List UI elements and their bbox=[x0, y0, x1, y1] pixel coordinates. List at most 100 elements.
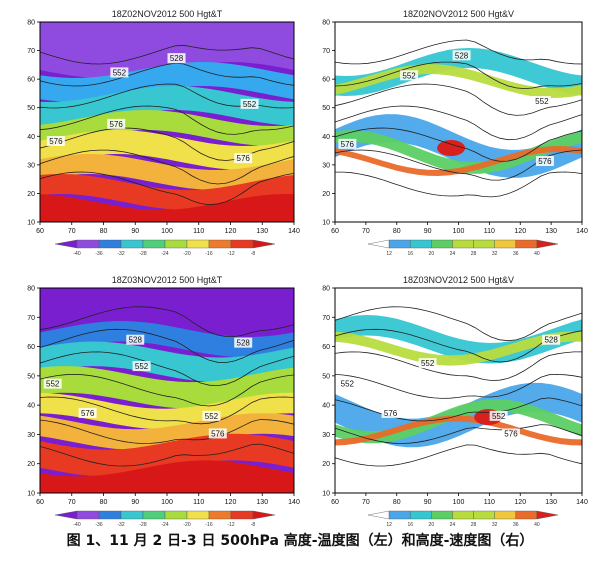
y-tick-label: 40 bbox=[27, 134, 35, 141]
x-tick-label: 100 bbox=[161, 499, 173, 506]
colorbar-segment bbox=[431, 239, 453, 249]
height-contour bbox=[40, 396, 294, 425]
contour-label: 552 bbox=[205, 412, 219, 421]
panel-title: 18Z02NOV2012 500 Hgt&T bbox=[112, 9, 223, 19]
x-tick-label: 90 bbox=[424, 228, 432, 235]
colorbar-tick-label: 12 bbox=[386, 251, 392, 257]
y-tick-label: 70 bbox=[322, 315, 330, 322]
colorbar-tick-label: 16 bbox=[407, 522, 413, 528]
contour-label-box bbox=[338, 138, 357, 149]
x-tick-label: 120 bbox=[225, 228, 237, 235]
field-layer bbox=[40, 288, 294, 493]
colorbar: 12 16 20 24 28 32 36 40 bbox=[367, 510, 559, 528]
colorbar-tick-label: 28 bbox=[471, 251, 477, 257]
contour-label: 528 bbox=[455, 51, 469, 60]
x-tick-label: 90 bbox=[424, 499, 432, 506]
panel-2: 528 552 552 576 576 18Z02NOV2012 500 Hgt&V 60 7… bbox=[322, 9, 588, 257]
colorbar-segment bbox=[98, 510, 122, 520]
x-tick-label: 80 bbox=[100, 499, 108, 506]
contour-label: 528 bbox=[129, 336, 143, 345]
y-tick-label: 40 bbox=[27, 403, 35, 410]
y-tick-label: 60 bbox=[27, 77, 35, 84]
contour-label: 528 bbox=[544, 336, 558, 345]
colorbar-tick-label: 32 bbox=[492, 251, 498, 257]
contour-label-box bbox=[126, 334, 145, 345]
x-tick-label: 70 bbox=[362, 499, 370, 506]
contour-label: 528 bbox=[237, 339, 251, 348]
contour-label-box bbox=[240, 98, 259, 109]
colorbar-segment bbox=[473, 510, 495, 520]
wind-band bbox=[335, 130, 582, 174]
colorbar-tick-label: 36 bbox=[513, 522, 519, 528]
colorbar-tick-label: 20 bbox=[429, 251, 435, 257]
x-tick-label: 90 bbox=[131, 228, 139, 235]
y-tick-label: 60 bbox=[322, 77, 330, 84]
height-contour bbox=[335, 61, 582, 90]
colorbar-segment bbox=[186, 510, 210, 520]
colorbar-segment bbox=[494, 239, 516, 249]
height-contour bbox=[40, 105, 294, 135]
contour-label: 552 bbox=[402, 71, 416, 80]
contour-label: 576 bbox=[49, 137, 63, 146]
contour-layer bbox=[40, 306, 294, 467]
colorbar-segment bbox=[54, 510, 78, 520]
contour-label-box bbox=[202, 410, 221, 421]
colorbar-tick-label: -24 bbox=[161, 251, 168, 257]
contour-label-box bbox=[400, 70, 419, 81]
y-tick-label: 80 bbox=[27, 286, 35, 293]
panel-1: 528 552 552 576 576 576 18Z02NOV2012 500 Hgt&T… bbox=[27, 9, 300, 257]
wind-maximum bbox=[437, 140, 466, 156]
x-tick-label: 60 bbox=[331, 499, 339, 506]
panel-title: 18Z03NOV2012 500 Hgt&T bbox=[112, 275, 223, 285]
colorbar-tick-label: -32 bbox=[117, 522, 124, 528]
height-contour bbox=[335, 171, 582, 198]
contour-label: 552 bbox=[421, 359, 435, 368]
contour-label: 552 bbox=[113, 68, 127, 77]
wind-band bbox=[335, 48, 582, 96]
height-contour bbox=[335, 39, 582, 65]
temperature-band bbox=[40, 433, 294, 477]
y-tick-label: 20 bbox=[322, 191, 330, 198]
y-tick-label: 80 bbox=[27, 20, 35, 27]
colorbar-segment bbox=[410, 239, 432, 249]
contour-label: 576 bbox=[81, 409, 95, 418]
y-tick-label: 30 bbox=[322, 162, 330, 169]
colorbar-segment bbox=[473, 239, 495, 249]
temperature-band bbox=[40, 460, 294, 493]
contour-label-box bbox=[167, 53, 186, 64]
y-tick-label: 70 bbox=[322, 48, 330, 55]
colorbar-segment bbox=[536, 510, 559, 520]
colorbar-segment bbox=[252, 239, 276, 249]
contour-label-box bbox=[78, 407, 97, 418]
contour-label-box bbox=[107, 118, 126, 129]
x-tick-label: 140 bbox=[288, 228, 300, 235]
contour-label: 552 bbox=[535, 97, 549, 106]
height-contour bbox=[335, 424, 582, 444]
contour-label: 576 bbox=[504, 429, 518, 438]
colorbar-tick-label: -36 bbox=[95, 522, 102, 528]
x-tick-label: 120 bbox=[514, 499, 526, 506]
x-tick-label: 120 bbox=[225, 499, 237, 506]
contour-label: 576 bbox=[538, 157, 552, 166]
temperature-band bbox=[40, 154, 294, 190]
y-tick-label: 80 bbox=[322, 20, 330, 27]
contour-label-box bbox=[338, 378, 357, 389]
figure-caption: 图 1、11 月 2 日-3 日 500hPa 高度-温度图（左）和高度-速度图… bbox=[66, 533, 534, 549]
temperature-band bbox=[40, 194, 294, 222]
colorbar-tick-label: 40 bbox=[534, 251, 540, 257]
x-tick-label: 130 bbox=[545, 228, 557, 235]
colorbar-segment bbox=[367, 239, 390, 249]
y-tick-label: 20 bbox=[322, 461, 330, 468]
y-tick-label: 40 bbox=[322, 403, 330, 410]
x-tick-label: 100 bbox=[453, 228, 465, 235]
colorbar-tick-label: -28 bbox=[139, 251, 146, 257]
colorbar-segment bbox=[515, 239, 538, 249]
y-tick-label: 10 bbox=[27, 220, 35, 227]
x-tick-label: 120 bbox=[514, 228, 526, 235]
height-contour bbox=[335, 373, 582, 399]
colorbar-segment bbox=[431, 510, 453, 520]
y-tick-label: 70 bbox=[27, 48, 35, 55]
y-tick-label: 50 bbox=[27, 105, 35, 112]
colorbar-tick-label: -20 bbox=[183, 251, 190, 257]
height-contour bbox=[335, 306, 582, 342]
